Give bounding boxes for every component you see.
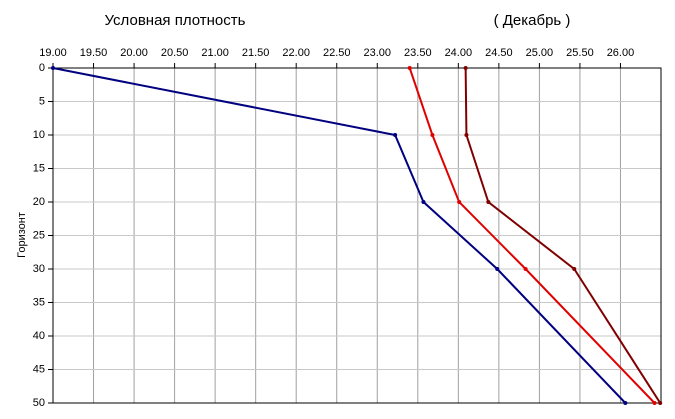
data-point [457, 200, 462, 204]
x-tick-label: 20.50 [161, 47, 189, 59]
data-point [658, 401, 663, 405]
x-tick-label: 25.00 [526, 47, 554, 59]
data-point [652, 401, 657, 405]
y-tick-label: 0 [39, 62, 45, 74]
data-point [393, 133, 398, 137]
y-tick-label: 40 [33, 330, 45, 342]
chart-title: Условная плотность [105, 12, 246, 29]
x-tick-label: 26.00 [607, 47, 635, 59]
y-tick-label: 20 [33, 196, 45, 208]
x-tick-label: 20.00 [120, 47, 148, 59]
x-tick-label: 24.50 [485, 47, 513, 59]
data-point [495, 267, 500, 271]
data-point [430, 133, 435, 137]
data-point [421, 200, 426, 204]
y-tick-label: 30 [33, 263, 45, 275]
data-point [464, 133, 469, 137]
x-tick-label: 23.50 [404, 47, 432, 59]
y-axis-label: Горизонт [16, 212, 28, 258]
y-tick-label: 10 [33, 129, 45, 141]
y-tick-label: 50 [33, 397, 45, 409]
x-tick-label: 25.50 [566, 47, 594, 59]
x-tick-label: 22.00 [282, 47, 310, 59]
x-tick-label: 23.00 [364, 47, 392, 59]
y-tick-label: 45 [33, 363, 45, 375]
x-tick-label: 21.50 [242, 47, 270, 59]
data-point [486, 200, 491, 204]
data-point [572, 267, 577, 271]
data-point [463, 66, 468, 70]
y-tick-label: 25 [33, 229, 45, 241]
data-point [623, 401, 628, 405]
data-point [523, 267, 528, 271]
y-tick-label: 5 [39, 95, 45, 107]
data-point [51, 66, 55, 70]
x-tick-label: 19.00 [39, 47, 67, 59]
y-tick-label: 35 [33, 296, 45, 308]
x-tick-label: 21.00 [201, 47, 229, 59]
x-tick-label: 19.50 [80, 47, 108, 59]
y-tick-label: 15 [33, 162, 45, 174]
chart-subtitle: ( Декабрь ) [494, 12, 571, 29]
data-point [407, 66, 412, 70]
plot-frame [52, 67, 662, 404]
x-tick-label: 22.50 [323, 47, 351, 59]
x-tick-label: 24.00 [445, 47, 473, 59]
